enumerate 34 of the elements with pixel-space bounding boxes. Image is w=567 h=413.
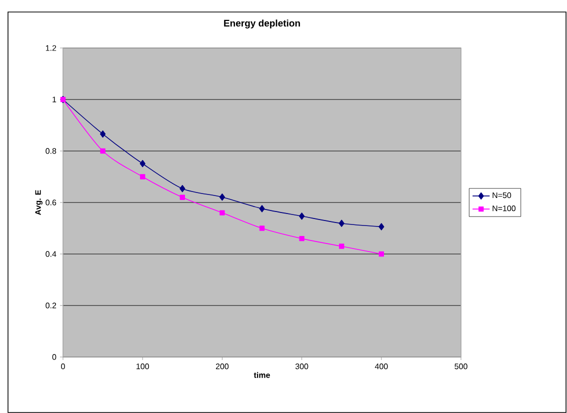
y-axis-title: Avg. E (35, 190, 42, 215)
point (299, 212, 305, 220)
point (259, 205, 265, 212)
y-tick-label: 0 (52, 354, 56, 360)
y-tick-label: 0.4 (46, 251, 56, 257)
y-tick-label: 0.2 (46, 302, 56, 308)
point (259, 226, 265, 231)
point (140, 174, 146, 180)
point (100, 130, 106, 138)
point (339, 244, 344, 249)
point (299, 236, 304, 242)
x-tick-label: 200 (216, 364, 229, 370)
x-tick-label: 0 (61, 364, 65, 370)
chart-title: Energy depletion (224, 20, 300, 28)
point (219, 193, 225, 201)
point (378, 251, 384, 257)
x-tick-label: 400 (374, 364, 388, 370)
x-tick-label: 500 (454, 364, 468, 370)
point (140, 160, 146, 168)
y-tick-label: 0.6 (46, 200, 56, 206)
point (378, 223, 384, 230)
y-tick-label: 1.2 (46, 45, 56, 51)
y-tick-label: 1 (52, 96, 56, 102)
legend-label: N=50 (492, 192, 512, 198)
x-tick-label: 300 (295, 364, 308, 370)
x-axis-title: time (254, 372, 270, 378)
point (100, 148, 106, 154)
point (180, 184, 186, 192)
point (180, 194, 185, 200)
y-tick-label: 0.8 (46, 148, 56, 154)
point (220, 210, 225, 216)
x-tick-label: 100 (136, 364, 149, 370)
point (338, 220, 344, 227)
legend-label: N=100 (492, 206, 516, 212)
